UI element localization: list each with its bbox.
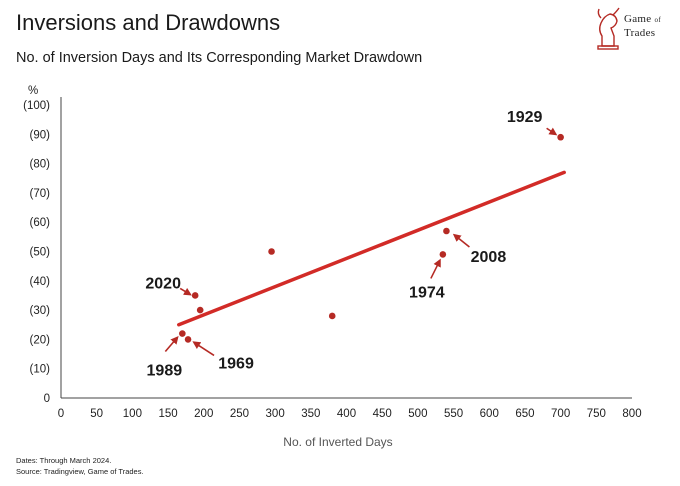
x-tick-label: 550 — [444, 408, 463, 420]
x-tick-label: 200 — [194, 408, 213, 420]
y-tick-label: (60) — [30, 217, 51, 229]
x-tick-label: 800 — [622, 408, 641, 420]
annotation-arrow — [179, 287, 192, 296]
logo — [597, 7, 620, 50]
x-tick-label: 600 — [480, 408, 499, 420]
trendline-layer — [177, 170, 566, 327]
x-tick-label: 450 — [373, 408, 392, 420]
y-axis-label: % — [28, 85, 38, 97]
x-tick-label: 150 — [158, 408, 177, 420]
point-label-1969: 1969 — [218, 355, 254, 372]
points-layer — [179, 133, 564, 343]
annotation-arrow — [546, 127, 558, 136]
data-point — [184, 336, 192, 343]
point-label-1929: 1929 — [507, 109, 543, 126]
logo-line1: Game — [624, 13, 652, 25]
data-point — [443, 227, 450, 235]
x-tick-label: 650 — [515, 408, 534, 420]
axes: % 0 (10) (20) (30) (40) (50) (60) (70) (80) (90) (1… — [23, 85, 641, 449]
point-label-1974: 1974 — [409, 284, 445, 301]
point-label-1989: 1989 — [147, 363, 183, 380]
logo-text: Game of Trades — [624, 13, 661, 40]
y-tick-label: (30) — [30, 305, 51, 317]
data-point — [439, 251, 447, 258]
y-tick-label: (50) — [30, 247, 51, 259]
y-tick-label: (90) — [30, 129, 51, 141]
x-tick-label: 700 — [551, 408, 570, 420]
y-tick-label: (100) — [23, 100, 50, 112]
x-axis-label: No. of Inverted Days — [283, 435, 392, 449]
x-tick-label: 100 — [123, 408, 142, 420]
annotation-arrow — [164, 336, 179, 353]
footnote-dates: Dates: Through March 2024. — [16, 456, 112, 465]
bull-knight-icon — [597, 7, 620, 50]
chart-title: Inversions and Drawdowns — [16, 10, 281, 35]
logo-line2: Trades — [624, 27, 656, 39]
data-point — [191, 292, 199, 299]
y-tick-label: 0 — [44, 393, 50, 405]
x-tick-label: 500 — [408, 408, 427, 420]
y-tick-label: (40) — [30, 276, 51, 288]
footnote-source: Source: Tradingview, Game of Trades. — [16, 467, 144, 476]
point-label-2020: 2020 — [145, 275, 181, 292]
y-tick-label: (80) — [30, 159, 51, 171]
x-tick-label: 250 — [230, 408, 249, 420]
chart-subtitle: No. of Inversion Days and Its Correspond… — [16, 50, 423, 66]
x-tick-label: 400 — [337, 408, 356, 420]
x-tick-label: 0 — [58, 408, 64, 420]
annotation-arrow — [430, 258, 441, 279]
annotations-layer: 1929 2008 1974 2020 1989 1969 — [145, 109, 558, 380]
x-tick-label: 350 — [301, 408, 320, 420]
data-point — [196, 306, 204, 314]
data-point — [268, 248, 275, 255]
y-tick-label: (10) — [30, 364, 51, 376]
data-point — [328, 312, 336, 320]
y-tick-label: (20) — [30, 334, 51, 346]
annotation-arrow — [452, 233, 470, 248]
y-tick-label: (70) — [30, 188, 51, 200]
x-tick-label: 300 — [266, 408, 285, 420]
point-label-2008: 2008 — [471, 249, 507, 266]
data-point — [557, 133, 564, 141]
x-tick-label: 750 — [587, 408, 606, 420]
x-tick-label: 50 — [90, 408, 103, 420]
logo-of: of — [654, 16, 661, 24]
trendline — [177, 170, 566, 327]
data-point — [179, 330, 186, 337]
annotation-arrow — [192, 341, 215, 357]
